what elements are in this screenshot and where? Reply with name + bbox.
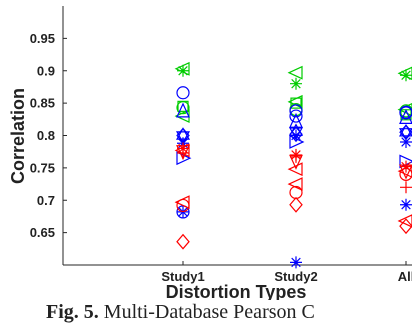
y-tick-label: 0.95 xyxy=(30,31,55,46)
x-tick-label: All xyxy=(398,269,412,284)
data-point xyxy=(399,108,412,124)
data-point xyxy=(400,181,412,194)
scatter-chart: 0.65 0.7 0.75 0.8 0.85 0.9 0.95 Study1 Study2 Al… xyxy=(8,6,412,300)
figure-caption-text: Multi-Database Pearson C xyxy=(103,301,315,323)
data-point xyxy=(400,160,412,173)
data-point xyxy=(400,69,412,82)
y-tick-label: 0.8 xyxy=(37,128,55,143)
data-point xyxy=(289,196,303,213)
data-point xyxy=(174,143,190,158)
y-ticks: 0.65 0.7 0.75 0.8 0.85 0.9 0.95 xyxy=(30,31,67,240)
data-point xyxy=(176,102,190,118)
x-tick-label: Study2 xyxy=(274,269,317,284)
data-point xyxy=(175,131,191,144)
data-point xyxy=(399,167,412,181)
data-point xyxy=(176,101,190,115)
data-point xyxy=(397,214,412,228)
data-point xyxy=(289,104,303,118)
data-point xyxy=(398,124,412,137)
data-point xyxy=(398,128,412,141)
data-point xyxy=(176,233,190,250)
chart-axes xyxy=(62,6,412,266)
data-point xyxy=(176,86,190,100)
data-point xyxy=(289,185,303,200)
figure-caption: Fig. 5. Multi-Database Pearson C xyxy=(46,302,315,322)
data-point xyxy=(399,218,412,235)
x-axis-label: Distortion Types xyxy=(166,282,307,300)
data-point xyxy=(287,162,303,177)
data-point xyxy=(289,154,303,170)
data-point xyxy=(176,198,190,213)
data-point xyxy=(399,164,412,180)
data-point xyxy=(400,198,412,211)
data-points xyxy=(174,61,412,269)
y-tick-label: 0.65 xyxy=(30,225,55,240)
y-tick-label: 0.85 xyxy=(30,96,55,111)
figure-caption-label: Fig. 5. xyxy=(46,301,99,323)
x-tick-label: Study1 xyxy=(161,269,204,284)
y-tick-label: 0.75 xyxy=(30,160,55,175)
x-ticks: Study1 Study2 All xyxy=(161,261,412,284)
data-point xyxy=(290,97,302,109)
data-point xyxy=(290,129,302,142)
data-point xyxy=(290,77,302,90)
data-point xyxy=(177,64,189,77)
y-tick-label: 0.7 xyxy=(37,193,55,208)
data-point xyxy=(290,256,302,269)
data-point xyxy=(399,106,412,120)
data-point xyxy=(289,135,305,149)
y-tick-label: 0.9 xyxy=(37,63,55,78)
data-point xyxy=(289,109,303,123)
data-point xyxy=(290,150,302,163)
data-point xyxy=(287,65,303,80)
y-axis-label: Correlation xyxy=(8,88,28,184)
data-point xyxy=(400,135,412,148)
